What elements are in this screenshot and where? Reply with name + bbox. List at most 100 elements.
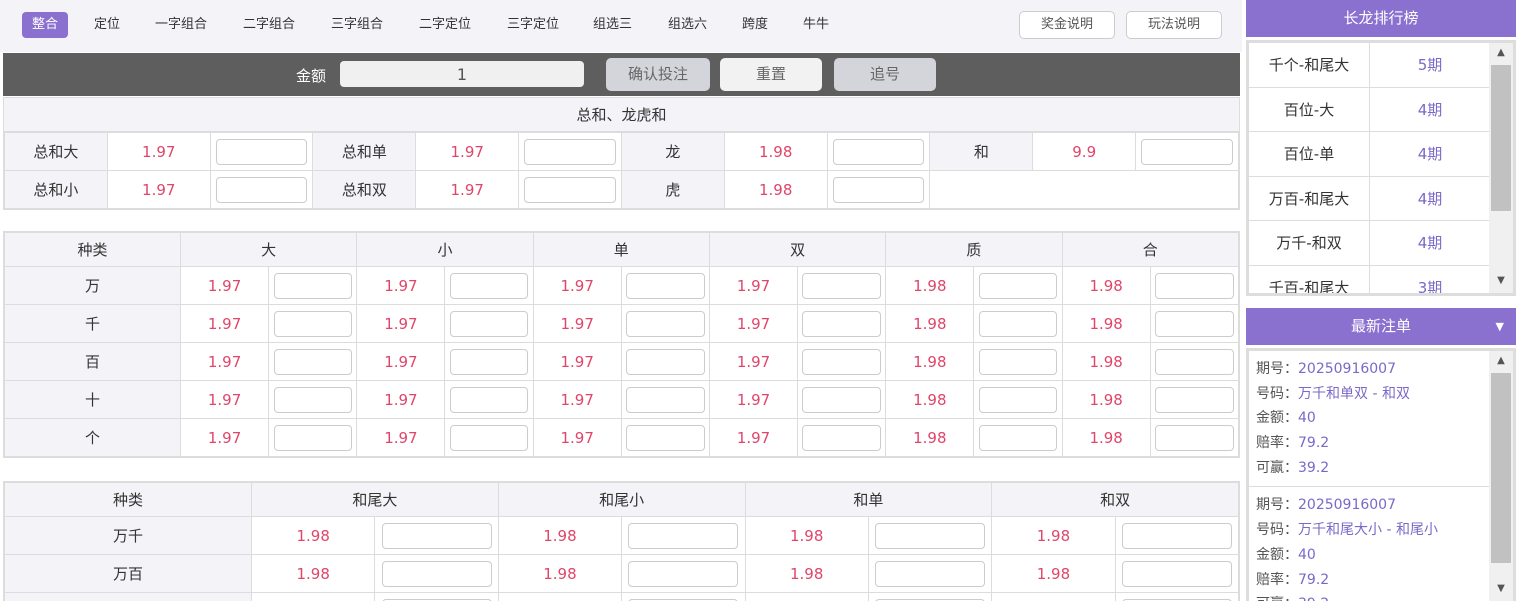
bet-input-cell — [444, 304, 534, 343]
bet-input[interactable] — [626, 272, 705, 299]
bet-input[interactable] — [626, 386, 705, 413]
bet-input[interactable] — [628, 522, 739, 549]
bet-input[interactable] — [381, 522, 492, 549]
amount-input[interactable] — [340, 61, 584, 87]
win-value: 39.2 — [1298, 596, 1329, 601]
scroll-thumb[interactable] — [1491, 65, 1511, 211]
bet-input[interactable] — [875, 560, 986, 587]
bet-input[interactable] — [832, 176, 925, 203]
bet-input[interactable] — [524, 138, 616, 165]
latest-orders-title[interactable]: 最新注单 ▼ — [1246, 308, 1516, 345]
prize-info-button[interactable]: 奖金说明 — [1019, 11, 1115, 39]
bet-input[interactable] — [1141, 138, 1233, 165]
bet-input[interactable] — [273, 348, 352, 375]
odds: 1.97 — [356, 342, 446, 381]
odds: 1.98 — [250, 554, 376, 593]
table-row: 万 1.97 1.97 1.97 1.97 1.98 1.98 — [4, 266, 1240, 305]
bet-input[interactable] — [875, 522, 986, 549]
ranking-scrollbar[interactable]: ▲ ▼ — [1489, 43, 1513, 293]
bet-input-cell — [268, 342, 358, 381]
bet-input-cell — [621, 516, 746, 555]
ranking-name: 百位-单 — [1249, 132, 1370, 176]
bet-input[interactable] — [1155, 348, 1234, 375]
bet-input[interactable] — [802, 272, 881, 299]
bet-input[interactable] — [802, 386, 881, 413]
tab-7[interactable]: 组选三 — [593, 17, 633, 32]
scroll-up-icon[interactable]: ▲ — [1497, 47, 1505, 58]
scroll-down-icon[interactable]: ▼ — [1497, 583, 1505, 594]
bet-input[interactable] — [1155, 424, 1234, 451]
orders-scrollbar[interactable]: ▲ ▼ — [1489, 351, 1513, 601]
bet-input[interactable] — [1155, 310, 1234, 337]
bet-input[interactable] — [626, 424, 705, 451]
odds: 1.97 — [532, 304, 622, 343]
order-number: 号码：万千和尾大小 - 和尾小 — [1256, 518, 1490, 543]
tab-9[interactable]: 跨度 — [742, 17, 769, 32]
reset-button[interactable]: 重置 — [720, 58, 822, 91]
tab-8[interactable]: 组选六 — [668, 17, 708, 32]
tab-4[interactable]: 三字组合 — [331, 17, 384, 32]
bet-input[interactable] — [273, 424, 352, 451]
bet-input[interactable] — [273, 272, 352, 299]
bet-input[interactable] — [978, 424, 1058, 451]
odds: 1.98 — [885, 380, 975, 419]
bet-input[interactable] — [1121, 522, 1232, 549]
bet-input[interactable] — [1121, 560, 1232, 587]
bet-input[interactable] — [628, 560, 739, 587]
bet-input[interactable] — [626, 348, 705, 375]
rules-button[interactable]: 玩法说明 — [1126, 11, 1222, 39]
bet-input[interactable] — [978, 310, 1058, 337]
bet-input[interactable] — [273, 386, 352, 413]
bet-input-cell — [518, 132, 622, 171]
bet-input[interactable] — [449, 424, 529, 451]
bet-input-cell — [444, 342, 534, 381]
tab-1[interactable]: 定位 — [94, 17, 121, 32]
bet-input[interactable] — [381, 598, 492, 601]
bet-input[interactable] — [449, 272, 529, 299]
bet-input-cell — [826, 132, 931, 171]
pair-table: 种类 和尾大 和尾小 和单 和双 万千 1.98 1.98 1.98 1.98 万百 1.98 1.98… — [4, 482, 1240, 601]
bet-input-cell — [621, 592, 746, 601]
scroll-down-icon[interactable]: ▼ — [1497, 275, 1505, 286]
column-header: 小 — [356, 232, 534, 267]
tab-10[interactable]: 牛牛 — [803, 17, 830, 32]
bet-input[interactable] — [215, 176, 308, 203]
bet-input[interactable] — [449, 348, 529, 375]
bet-input[interactable] — [832, 138, 925, 165]
bet-input[interactable] — [449, 386, 529, 413]
bet-input[interactable] — [215, 138, 308, 165]
bet-input-cell — [797, 342, 887, 381]
odds: 1.97 — [415, 170, 520, 209]
tab-5[interactable]: 二字定位 — [419, 17, 472, 32]
row-label: 个 — [4, 418, 181, 457]
bet-input[interactable] — [978, 386, 1058, 413]
bet-input[interactable] — [449, 310, 529, 337]
tab-6[interactable]: 三字定位 — [507, 17, 560, 32]
odds: 1.97 — [532, 418, 622, 457]
bet-input[interactable] — [802, 310, 881, 337]
bet-input-cell — [1114, 516, 1240, 555]
bet-input[interactable] — [381, 560, 492, 587]
scroll-thumb[interactable] — [1491, 373, 1511, 563]
confirm-bet-button[interactable]: 确认投注 — [606, 58, 710, 91]
bet-input[interactable] — [524, 176, 616, 203]
scroll-up-icon[interactable]: ▲ — [1497, 355, 1505, 366]
table-row: 总和大 1.97 总和单 1.97 龙 1.98 和 9.9 — [4, 132, 1239, 171]
bet-input[interactable] — [1155, 272, 1234, 299]
tab-3[interactable]: 二字组合 — [243, 17, 296, 32]
bet-input[interactable] — [802, 424, 881, 451]
tab-2[interactable]: 一字组合 — [155, 17, 208, 32]
odds: 1.97 — [356, 304, 446, 343]
bet-input[interactable] — [626, 310, 705, 337]
bet-input-cell — [1114, 592, 1240, 601]
odds: 1.97 — [356, 266, 446, 305]
caret-down-icon[interactable]: ▼ — [1495, 320, 1504, 333]
odds: 1.98 — [1061, 342, 1151, 381]
chase-button[interactable]: 追号 — [834, 58, 936, 91]
tab-0[interactable]: 整合 — [22, 12, 69, 38]
bet-input[interactable] — [273, 310, 352, 337]
bet-input[interactable] — [1155, 386, 1234, 413]
bet-input[interactable] — [978, 348, 1058, 375]
bet-input[interactable] — [978, 272, 1058, 299]
bet-input[interactable] — [802, 348, 881, 375]
